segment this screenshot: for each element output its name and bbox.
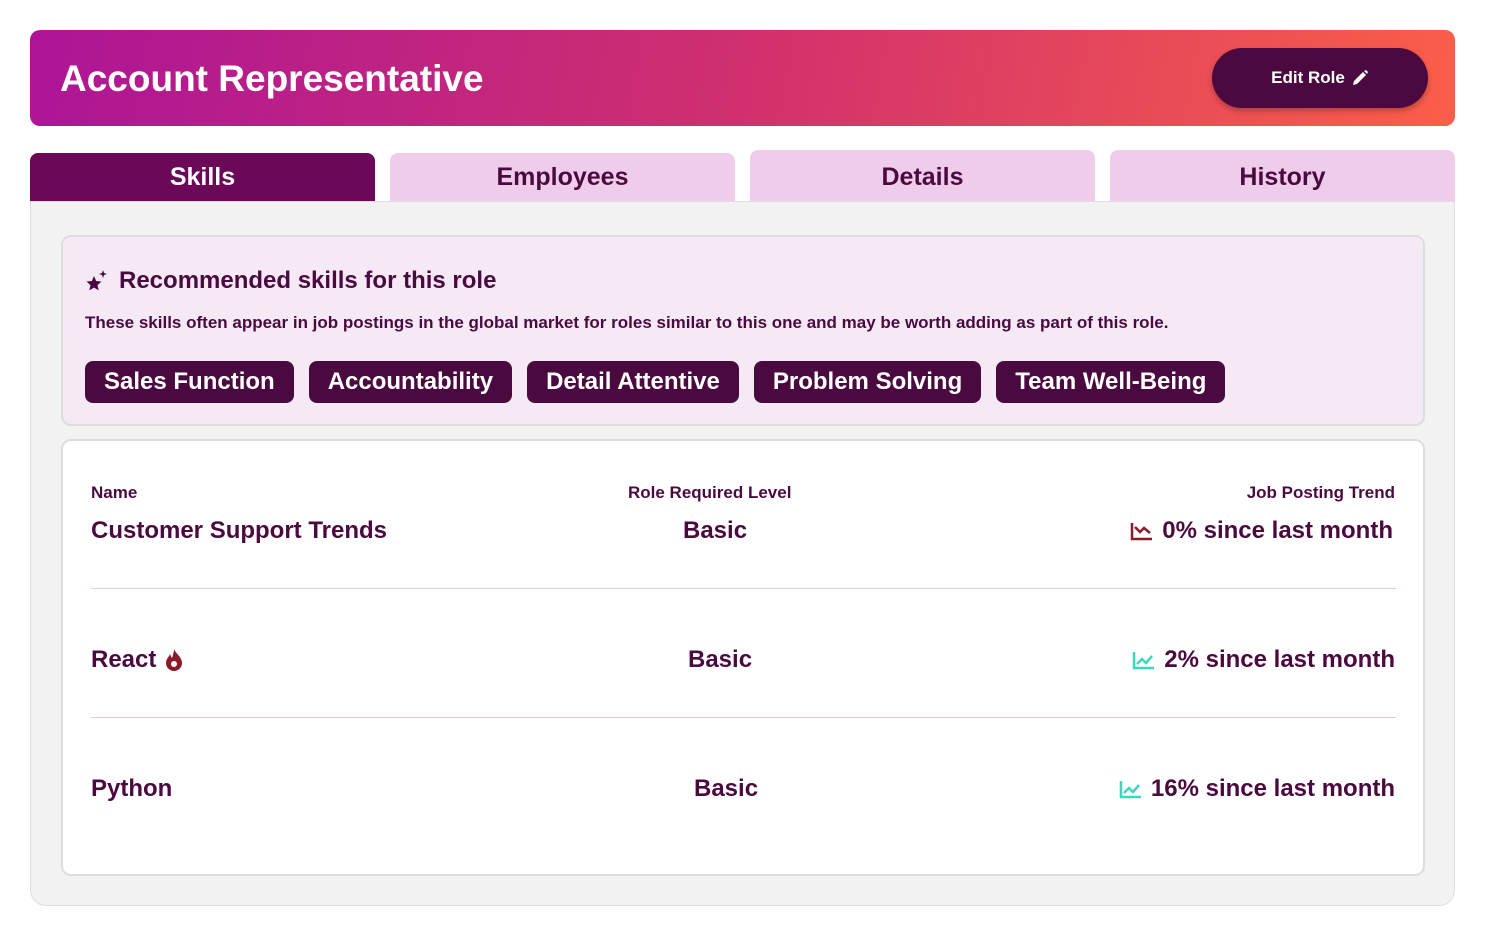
skill-chip[interactable]: Team Well-Being — [996, 361, 1226, 403]
row-separator — [91, 717, 1396, 718]
rec-heading: Recommended skills for this role — [85, 267, 496, 295]
rec-description: These skills often appear in job posting… — [85, 313, 1169, 332]
skill-name-text: React — [91, 646, 157, 673]
skill-level-text: Basic — [694, 775, 759, 802]
skill-chip[interactable]: Problem Solving — [753, 361, 982, 403]
tab[interactable]: Details — [750, 150, 1095, 204]
skill-name: React — [91, 646, 184, 674]
skill-name: Python — [91, 775, 172, 803]
skill-name-text: Customer Support Trends — [91, 517, 388, 544]
chip-list: Sales Function Accountability Detail Att… — [85, 361, 1226, 403]
skills-table: Name Role Required Level Job Posting Trend… — [61, 439, 1425, 876]
edit-role-button[interactable]: Edit Role — [1212, 48, 1428, 108]
tab[interactable]: Skills — [30, 153, 375, 201]
skill-name: Customer Support Trends — [91, 517, 387, 545]
sparkle-icon — [86, 270, 107, 291]
pencil-icon — [1352, 70, 1368, 85]
skill-level: Basic — [683, 517, 747, 545]
hot-icon — [166, 649, 183, 671]
tab[interactable]: History — [1110, 150, 1455, 204]
skill-chip[interactable]: Sales Function — [85, 361, 294, 403]
rec-title: Recommended skills for this role — [119, 267, 497, 294]
skill-chip[interactable]: Accountability — [308, 361, 513, 403]
row-separator — [91, 588, 1396, 589]
skill-trend-text: 2% since last month — [1164, 646, 1395, 673]
header: Account Representative Edit Role — [30, 30, 1455, 126]
skill-level-text: Basic — [688, 646, 753, 673]
trend-up-icon — [1119, 781, 1141, 799]
skill-trend-text: 0% since last month — [1162, 517, 1393, 544]
column-header: Role Required Level — [628, 483, 792, 502]
skill-level: Basic — [694, 775, 758, 803]
tab[interactable]: Employees — [390, 153, 735, 201]
skill-trend: 16% since last month — [1119, 775, 1395, 803]
recommendations: Recommended skills for this role These s… — [61, 235, 1425, 426]
trend-up-icon — [1133, 652, 1155, 670]
trend-down-icon — [1131, 523, 1153, 541]
role-title: Account Representative — [60, 58, 484, 99]
skill-chip[interactable]: Detail Attentive — [527, 361, 739, 403]
skill-trend-text: 16% since last month — [1150, 775, 1395, 802]
skill-name-text: Python — [91, 775, 173, 802]
skill-trend: 0% since last month — [1130, 517, 1393, 545]
button-label: Edit Role — [1271, 68, 1345, 87]
column-header: Name — [91, 483, 138, 502]
skill-level: Basic — [688, 646, 752, 674]
column-header: Job Posting Trend — [1246, 483, 1395, 502]
skill-trend: 2% since last month — [1132, 646, 1395, 674]
skill-level-text: Basic — [683, 517, 748, 544]
